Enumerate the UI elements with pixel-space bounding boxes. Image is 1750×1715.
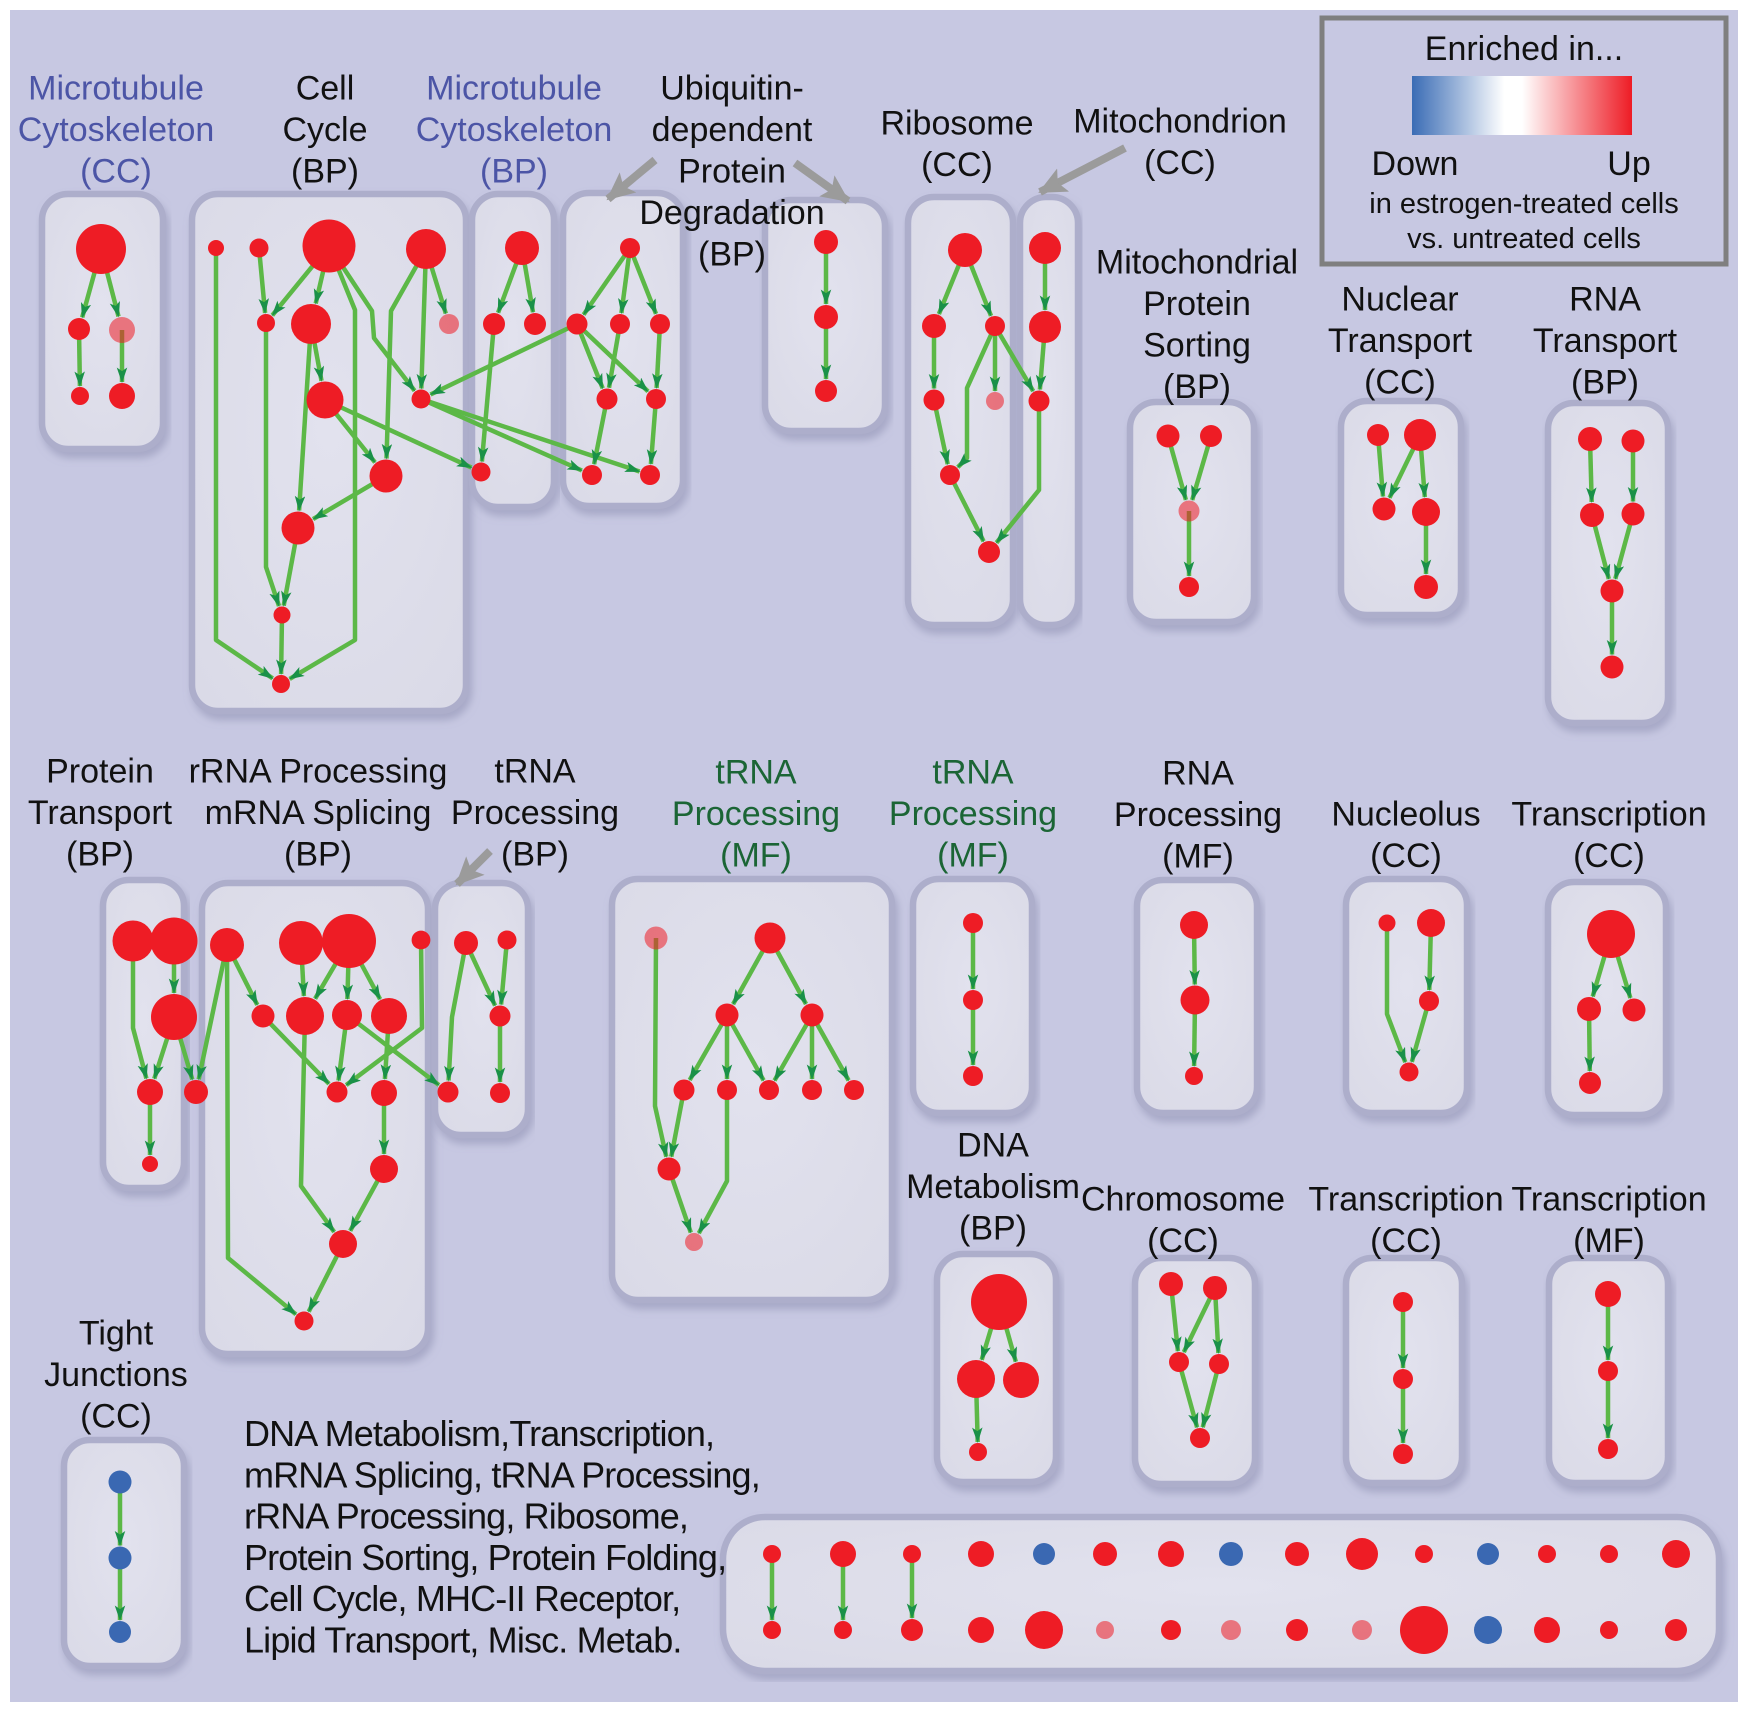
svg-text:Chromosome: Chromosome [1081, 1181, 1285, 1219]
svg-text:Transport: Transport [1533, 322, 1678, 360]
svg-text:(CC): (CC) [80, 1398, 152, 1436]
svg-text:in estrogen-treated cells: in estrogen-treated cells [1369, 188, 1679, 220]
svg-text:(BP): (BP) [1163, 368, 1231, 406]
svg-text:mRNA Splicing, tRNA Processing: mRNA Splicing, tRNA Processing, [244, 1454, 760, 1495]
svg-text:(MF): (MF) [937, 837, 1009, 875]
svg-text:Transcription: Transcription [1308, 1181, 1503, 1219]
svg-text:tRNA: tRNA [715, 754, 797, 792]
svg-text:(CC): (CC) [1370, 1222, 1442, 1260]
svg-text:Protein: Protein [46, 753, 154, 791]
svg-text:Processing: Processing [672, 795, 840, 833]
svg-text:Degradation: Degradation [639, 194, 824, 232]
svg-text:Tight: Tight [79, 1315, 154, 1353]
svg-text:Down: Down [1372, 145, 1459, 183]
svg-text:rRNA Processing: rRNA Processing [189, 753, 448, 791]
svg-text:Microtubule: Microtubule [28, 70, 204, 108]
svg-text:(CC): (CC) [80, 153, 152, 191]
svg-text:(CC): (CC) [921, 146, 993, 184]
svg-text:(BP): (BP) [66, 836, 134, 874]
svg-text:Transport: Transport [1328, 322, 1473, 360]
svg-text:(CC): (CC) [1573, 837, 1645, 875]
svg-text:(BP): (BP) [959, 1210, 1027, 1248]
svg-text:Cell Cycle, MHC-II Receptor,: Cell Cycle, MHC-II Receptor, [244, 1578, 680, 1619]
svg-text:(CC): (CC) [1144, 144, 1216, 182]
svg-text:(CC): (CC) [1147, 1222, 1219, 1260]
svg-text:DNA: DNA [957, 1127, 1029, 1165]
svg-text:Transcription: Transcription [1511, 796, 1706, 834]
svg-text:Cytoskeleton: Cytoskeleton [416, 111, 613, 149]
svg-text:(BP): (BP) [698, 236, 766, 274]
svg-text:rRNA Processing, Ribosome,: rRNA Processing, Ribosome, [244, 1496, 688, 1537]
svg-text:Cell: Cell [296, 70, 355, 108]
svg-text:(MF): (MF) [1162, 838, 1234, 876]
svg-text:tRNA: tRNA [932, 754, 1014, 792]
svg-text:(BP): (BP) [284, 836, 352, 874]
svg-text:Sorting: Sorting [1143, 327, 1251, 365]
svg-text:Nuclear: Nuclear [1341, 281, 1458, 319]
svg-text:RNA: RNA [1162, 755, 1234, 793]
svg-text:Transport: Transport [28, 794, 173, 832]
svg-text:RNA: RNA [1569, 281, 1641, 319]
svg-text:Processing: Processing [451, 794, 619, 832]
svg-text:Up: Up [1607, 145, 1650, 183]
svg-text:vs. untreated cells: vs. untreated cells [1407, 223, 1641, 255]
svg-text:Cytoskeleton: Cytoskeleton [18, 111, 215, 149]
svg-text:Microtubule: Microtubule [426, 70, 602, 108]
svg-text:Ribosome: Ribosome [880, 105, 1033, 143]
svg-text:Processing: Processing [1114, 796, 1282, 834]
svg-text:(MF): (MF) [1573, 1222, 1645, 1260]
svg-text:Mitochondrial: Mitochondrial [1096, 244, 1298, 282]
svg-text:dependent: dependent [652, 111, 813, 149]
svg-text:tRNA: tRNA [494, 753, 576, 791]
svg-text:(MF): (MF) [720, 837, 792, 875]
svg-text:Mitochondrion: Mitochondrion [1073, 103, 1287, 141]
svg-text:Lipid Transport, Misc. Metab.: Lipid Transport, Misc. Metab. [244, 1620, 682, 1661]
svg-text:Enriched in...: Enriched in... [1425, 30, 1623, 68]
svg-text:Transcription: Transcription [1511, 1181, 1706, 1219]
svg-text:mRNA Splicing: mRNA Splicing [205, 794, 432, 832]
svg-text:(CC): (CC) [1370, 837, 1442, 875]
svg-text:(BP): (BP) [501, 836, 569, 874]
svg-text:(BP): (BP) [291, 153, 359, 191]
svg-text:(BP): (BP) [480, 153, 548, 191]
svg-text:Cycle: Cycle [282, 111, 367, 149]
svg-text:Processing: Processing [889, 795, 1057, 833]
svg-text:Metabolism: Metabolism [906, 1168, 1080, 1206]
svg-text:Junctions: Junctions [44, 1356, 188, 1394]
svg-text:DNA Metabolism,Transcription,: DNA Metabolism,Transcription, [244, 1413, 714, 1454]
svg-text:(CC): (CC) [1364, 364, 1436, 402]
svg-text:(BP): (BP) [1571, 364, 1639, 402]
svg-text:Protein: Protein [1143, 285, 1251, 323]
svg-text:Ubiquitin-: Ubiquitin- [660, 70, 804, 108]
svg-text:Protein: Protein [678, 153, 786, 191]
svg-text:Nucleolus: Nucleolus [1331, 796, 1480, 834]
svg-text:Protein Sorting, Protein Foldi: Protein Sorting, Protein Folding, [244, 1537, 726, 1578]
